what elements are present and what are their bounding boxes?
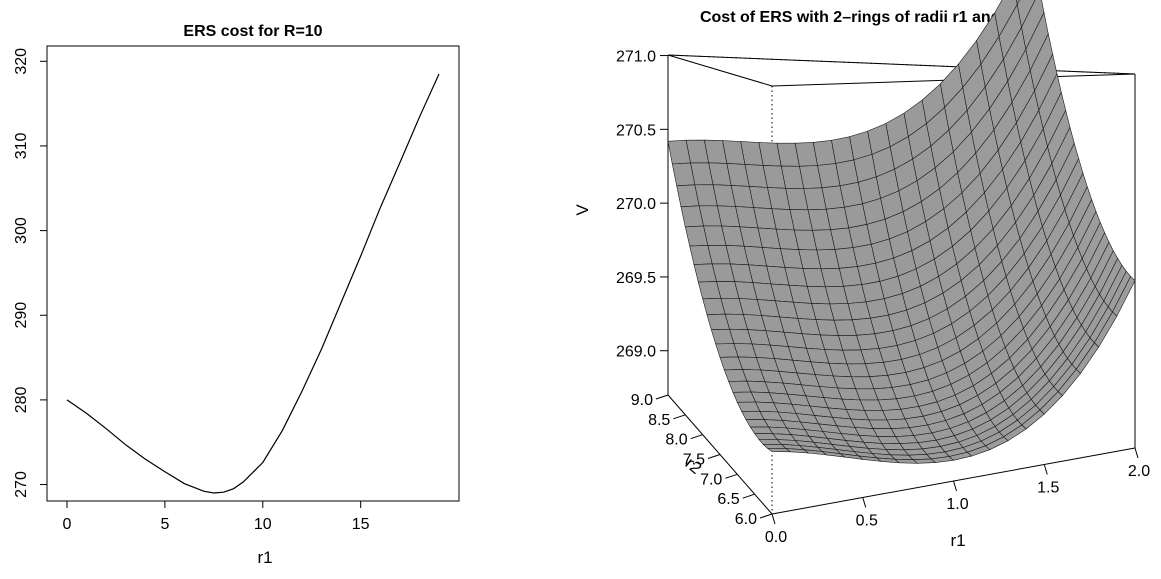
surface-y-tick	[759, 513, 773, 519]
box-edge-top-left	[667, 54, 773, 87]
line-chart-title: ERS cost for R=10	[183, 23, 322, 40]
line-chart-y-axis: 270 280 290 300 310 320	[13, 48, 48, 498]
surface-facet	[762, 444, 787, 449]
surface-chart-title: Cost of ERS with 2–rings of radii r1 and…	[700, 9, 1020, 26]
surface-x-axis: 0.0 0.5 1.0 1.5 2.0	[765, 447, 1150, 546]
surface-y-tick	[742, 493, 755, 499]
surface-facet	[723, 369, 748, 382]
surface-facet	[697, 281, 722, 300]
surface-y-tick	[725, 473, 738, 479]
surface-facet	[758, 439, 783, 445]
surface-facet	[766, 448, 791, 453]
surface-facet	[710, 328, 735, 345]
surface-y-tick-label: 9.0	[631, 392, 653, 409]
surface-facet	[702, 297, 726, 316]
surface-x-tick	[771, 513, 776, 525]
surface-facet	[741, 410, 765, 421]
surface-y-tick-label: 8.0	[665, 432, 687, 449]
surface-z-tick-label: 269.0	[616, 344, 656, 361]
line-chart-plot-box	[46, 45, 460, 502]
surface-y-tick	[673, 414, 686, 420]
surface-x-tick	[1043, 464, 1048, 475]
surface-y-tick-label: 7.5	[683, 452, 705, 469]
line-chart: ERS cost for R=10 0 5 10 15 270 280 290 300 310…	[13, 23, 460, 567]
surface-facet	[676, 184, 700, 208]
surface-facet	[689, 244, 713, 265]
surface-z-axis-title: V	[573, 204, 592, 216]
surface-chart: Cost of ERS with 2–rings of radii r1 and…	[573, 0, 1150, 550]
surface-facet	[754, 433, 778, 440]
line-chart-x-axis-title: r1	[257, 548, 272, 567]
surface-y-tick-label: 8.5	[648, 412, 670, 429]
surface-y-tick	[690, 434, 703, 440]
line-chart-x-tick-label: 5	[160, 516, 169, 533]
surface-facet	[671, 162, 696, 187]
line-chart-x-tick-label: 0	[63, 516, 72, 533]
surface-facet	[684, 225, 709, 247]
surface-facet	[749, 426, 774, 435]
surface-x-tick-label: 0.0	[765, 529, 787, 546]
surface-x-tick-label: 1.5	[1037, 480, 1059, 497]
surface-x-tick	[862, 497, 867, 508]
surface-z-tick-label: 269.5	[616, 270, 656, 287]
surface-y-axis: 6.0 6.5 7.0 7.5 8.0 8.5 9.0	[631, 392, 773, 528]
line-chart-points	[67, 74, 439, 493]
surface-x-tick	[1134, 447, 1139, 459]
surface-y-tick-label: 6.5	[717, 491, 739, 508]
surface-x-tick-label: 2.0	[1128, 463, 1150, 480]
surface-z-tick-label: 271.0	[616, 49, 656, 66]
line-chart-y-tick-label: 300	[13, 217, 30, 244]
line-chart-x-tick-label: 15	[352, 516, 370, 533]
hidden-edge-back-top	[667, 54, 1136, 75]
surface-x-axis-title: r1	[950, 531, 965, 550]
surface-facet	[715, 343, 739, 358]
surface-x-tick	[953, 480, 957, 492]
surface-mesh	[667, 0, 1136, 464]
line-chart-y-tick-label: 290	[13, 302, 30, 329]
surface-x-tick-label: 0.5	[856, 513, 878, 530]
surface-facet	[728, 380, 752, 393]
line-chart-x-axis: 0 5 10 15	[63, 500, 370, 533]
surface-facet	[736, 401, 761, 412]
line-chart-x-tick-label: 10	[254, 516, 272, 533]
surface-y-tick-label: 6.0	[735, 511, 757, 528]
line-chart-y-tick-label: 320	[13, 48, 30, 75]
line-chart-series-line	[66, 73, 440, 494]
line-chart-y-tick-label: 310	[13, 132, 30, 159]
surface-y-tick	[707, 454, 721, 459]
surface-y-tick	[655, 394, 669, 400]
surface-x-tick-label: 1.0	[946, 496, 968, 513]
surface-z-tick-label: 270.5	[616, 122, 656, 139]
line-chart-y-tick-label: 270	[13, 471, 30, 498]
line-chart-y-tick-label: 280	[13, 386, 30, 413]
surface-z-tick-label: 270.0	[616, 196, 656, 213]
surface-y-tick-label: 7.0	[700, 471, 722, 488]
